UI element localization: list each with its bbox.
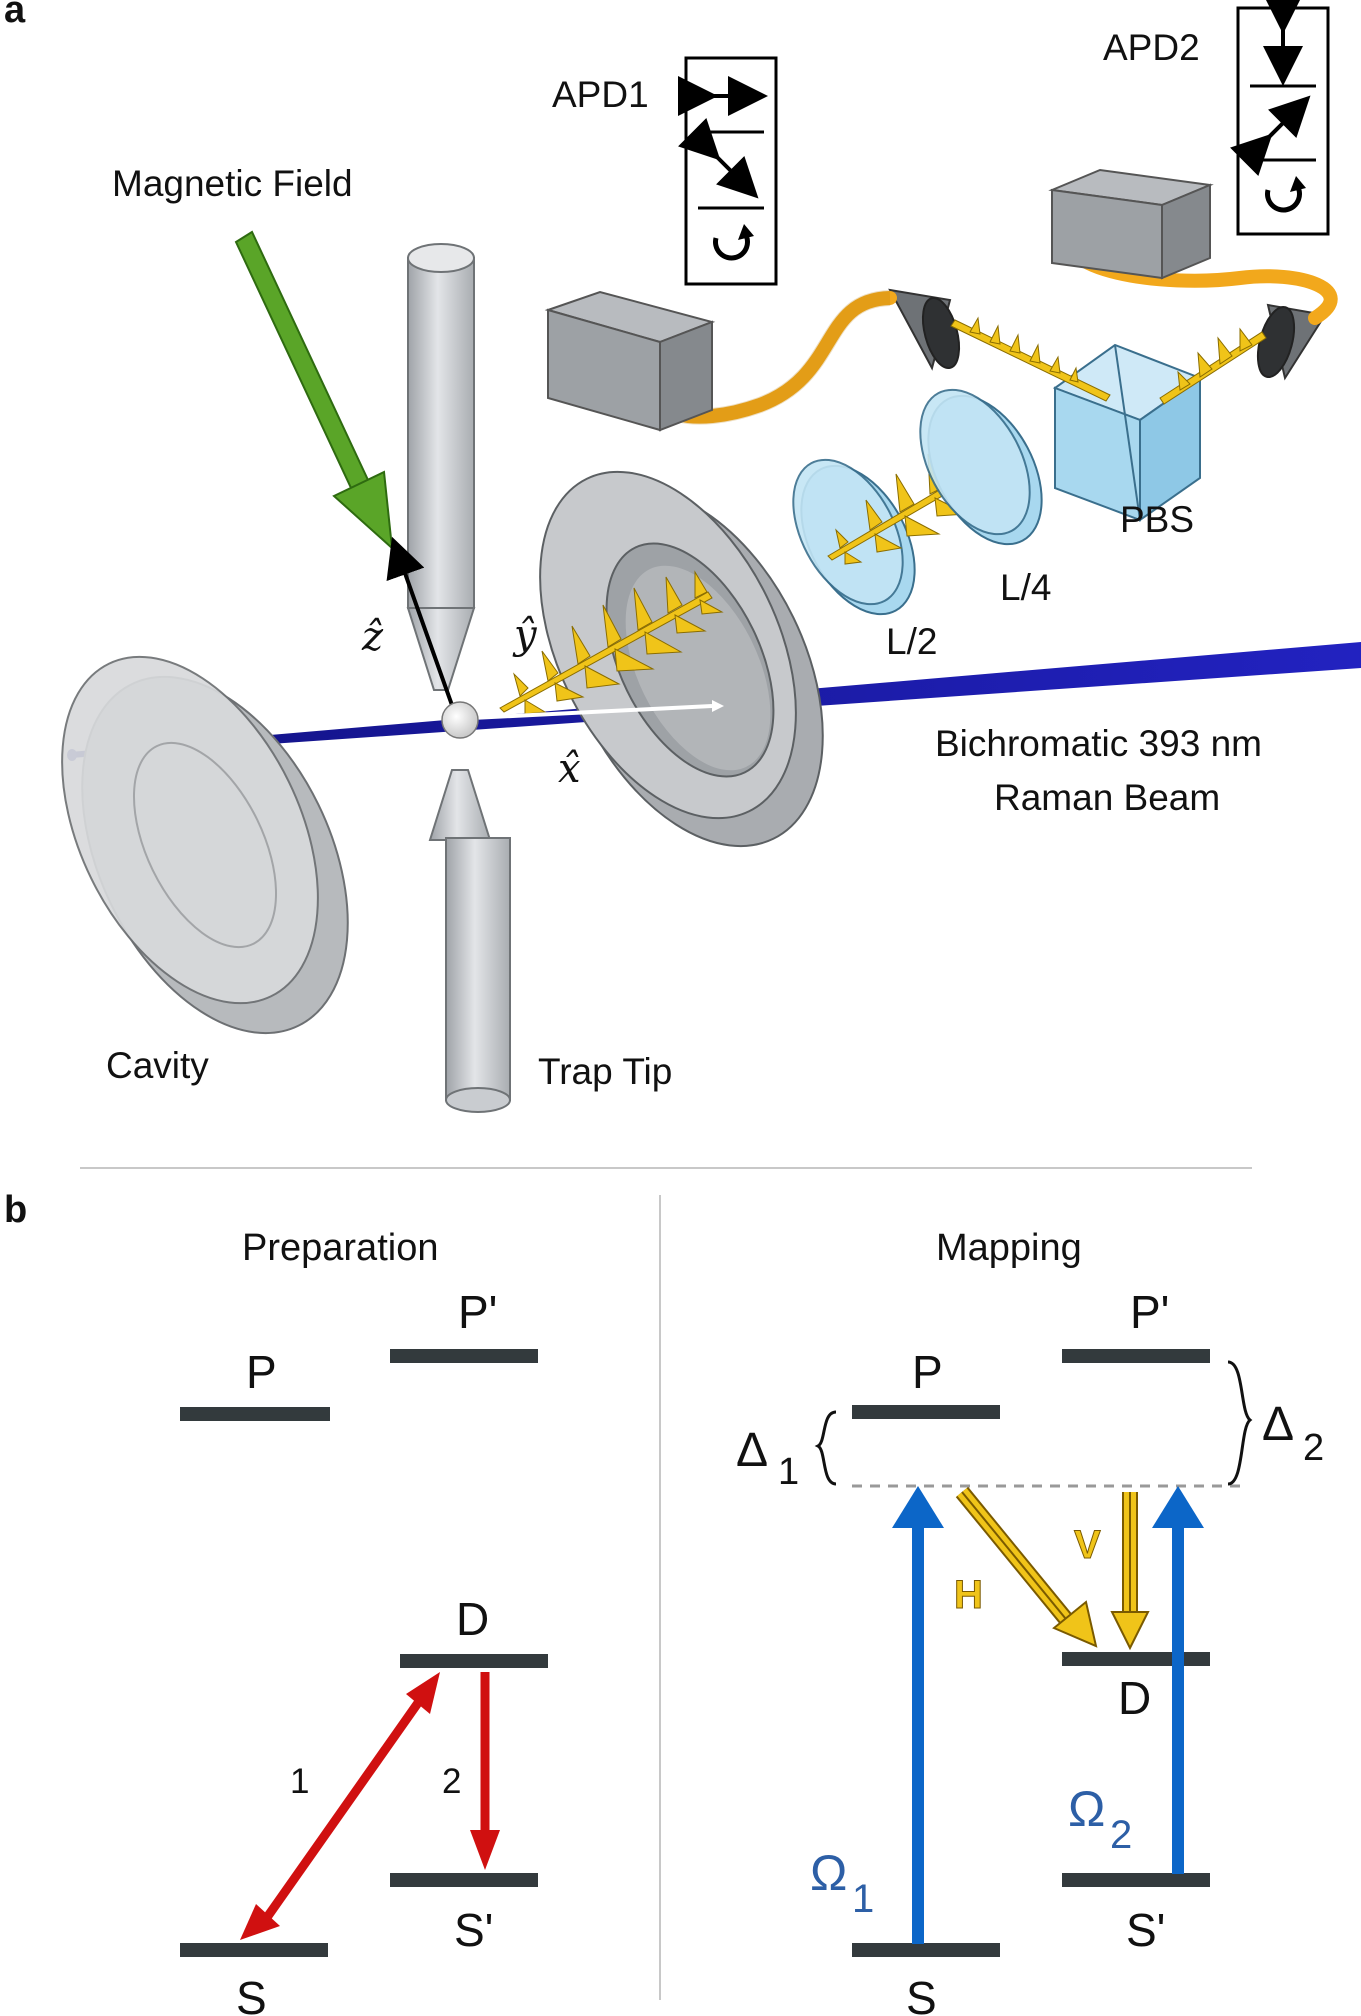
ion xyxy=(441,701,479,739)
omega1-arrow xyxy=(892,1486,944,1944)
pbs-label: PBS xyxy=(1120,499,1194,540)
omega1-symbol: Ω xyxy=(810,1845,847,1901)
delta2-brace xyxy=(1227,1360,1253,1486)
map-label-s: S xyxy=(906,1972,937,2016)
panel-b-label: b xyxy=(4,1189,27,1231)
map-label-p: P xyxy=(912,1346,943,1398)
apd2-basis-box xyxy=(1230,0,1330,236)
photon-packet-pbs-out xyxy=(1159,327,1267,405)
x-axis-label: x̂ xyxy=(558,746,581,792)
apd2-detector xyxy=(1048,168,1214,280)
panel-a-label: a xyxy=(4,0,26,31)
prep-arrow-1 xyxy=(240,1672,440,1940)
waveplate-l2 xyxy=(792,458,916,616)
map-level-sprime xyxy=(1062,1873,1210,1887)
map-level-d xyxy=(1062,1652,1210,1666)
z-axis-label: ẑ xyxy=(361,614,384,660)
waveplate-l4 xyxy=(919,388,1043,546)
cavity-label: Cavity xyxy=(106,1045,209,1086)
photon-packet-coupler xyxy=(950,316,1111,402)
h-label: H xyxy=(954,1573,983,1617)
delta1-brace xyxy=(814,1410,837,1486)
prep-level-p xyxy=(180,1407,330,1421)
prep-level-pprime xyxy=(390,1349,538,1363)
magnetic-field-arrow xyxy=(234,230,394,551)
map-levels xyxy=(852,1349,1210,1957)
v-label: V xyxy=(1074,1523,1101,1567)
omega2-arrow xyxy=(1152,1486,1204,1874)
apd2-label: APD2 xyxy=(1103,27,1200,68)
omega2-subscript: 2 xyxy=(1110,1813,1132,1857)
map-level-p xyxy=(852,1405,1000,1419)
antidiagonal-arrow-icon xyxy=(1230,95,1311,176)
prep-label-pprime: P' xyxy=(458,1286,497,1338)
z-axis-arrow xyxy=(386,536,460,723)
preparation-title: Preparation xyxy=(242,1227,438,1269)
map-label-sprime: S' xyxy=(1126,1904,1165,1956)
map-level-pprime xyxy=(1062,1349,1210,1363)
mapping-title: Mapping xyxy=(936,1227,1082,1269)
diagonal-arrow-icon xyxy=(678,118,759,199)
prep-arrow-label-2: 2 xyxy=(442,1762,461,1801)
trap-tip-label: Trap Tip xyxy=(538,1051,672,1092)
prep-level-sprime xyxy=(390,1873,538,1887)
fiber-coupler-1 xyxy=(888,288,961,371)
pbs-cube xyxy=(1052,343,1203,522)
prep-levels xyxy=(180,1349,548,1957)
cavity-mirror-left xyxy=(61,655,349,1035)
prep-label-d: D xyxy=(456,1593,489,1645)
photon-packet-cavity xyxy=(499,570,724,715)
trap-tip-lower xyxy=(428,769,511,1113)
map-label-pprime: P' xyxy=(1130,1286,1169,1338)
delta1-subscript: 1 xyxy=(778,1451,799,1493)
map-label-d: D xyxy=(1118,1672,1151,1724)
prep-level-d xyxy=(400,1654,548,1668)
prep-label-sprime: S' xyxy=(454,1904,493,1956)
prep-label-s: S xyxy=(236,1972,267,2016)
omega2-symbol: Ω xyxy=(1068,1781,1105,1837)
apd1-detector xyxy=(544,290,716,432)
magnetic-field-label: Magnetic Field xyxy=(112,163,353,204)
circular-arrow-icon-2 xyxy=(1265,182,1302,213)
prep-label-p: P xyxy=(246,1346,277,1398)
apd1-basis-box xyxy=(678,56,778,286)
beam-label-line2: Raman Beam xyxy=(994,777,1220,818)
delta1-symbol: Δ xyxy=(736,1424,768,1477)
prep-arrow-label-1: 1 xyxy=(290,1762,309,1801)
l2-label: L/2 xyxy=(886,621,937,662)
apd1-label: APD1 xyxy=(552,74,649,115)
cavity-mirror-right xyxy=(539,470,824,848)
l4-label: L/4 xyxy=(1000,567,1051,608)
prep-arrow-2 xyxy=(470,1672,500,1870)
delta2-subscript: 2 xyxy=(1303,1427,1324,1469)
omega1-subscript: 1 xyxy=(852,1877,874,1921)
prep-level-s xyxy=(180,1943,328,1957)
v-photon-arrow xyxy=(1110,1492,1150,1651)
circular-arrow-icon xyxy=(713,230,750,261)
beam-label-line1: Bichromatic 393 nm xyxy=(935,723,1262,764)
trap-tip-upper xyxy=(406,243,476,691)
delta2-symbol: Δ xyxy=(1262,1398,1294,1451)
map-level-s xyxy=(852,1943,1000,1957)
h-photon-arrow xyxy=(955,1486,1098,1648)
x-axis-arrow xyxy=(471,704,713,720)
y-axis-label: ŷ xyxy=(512,612,538,658)
